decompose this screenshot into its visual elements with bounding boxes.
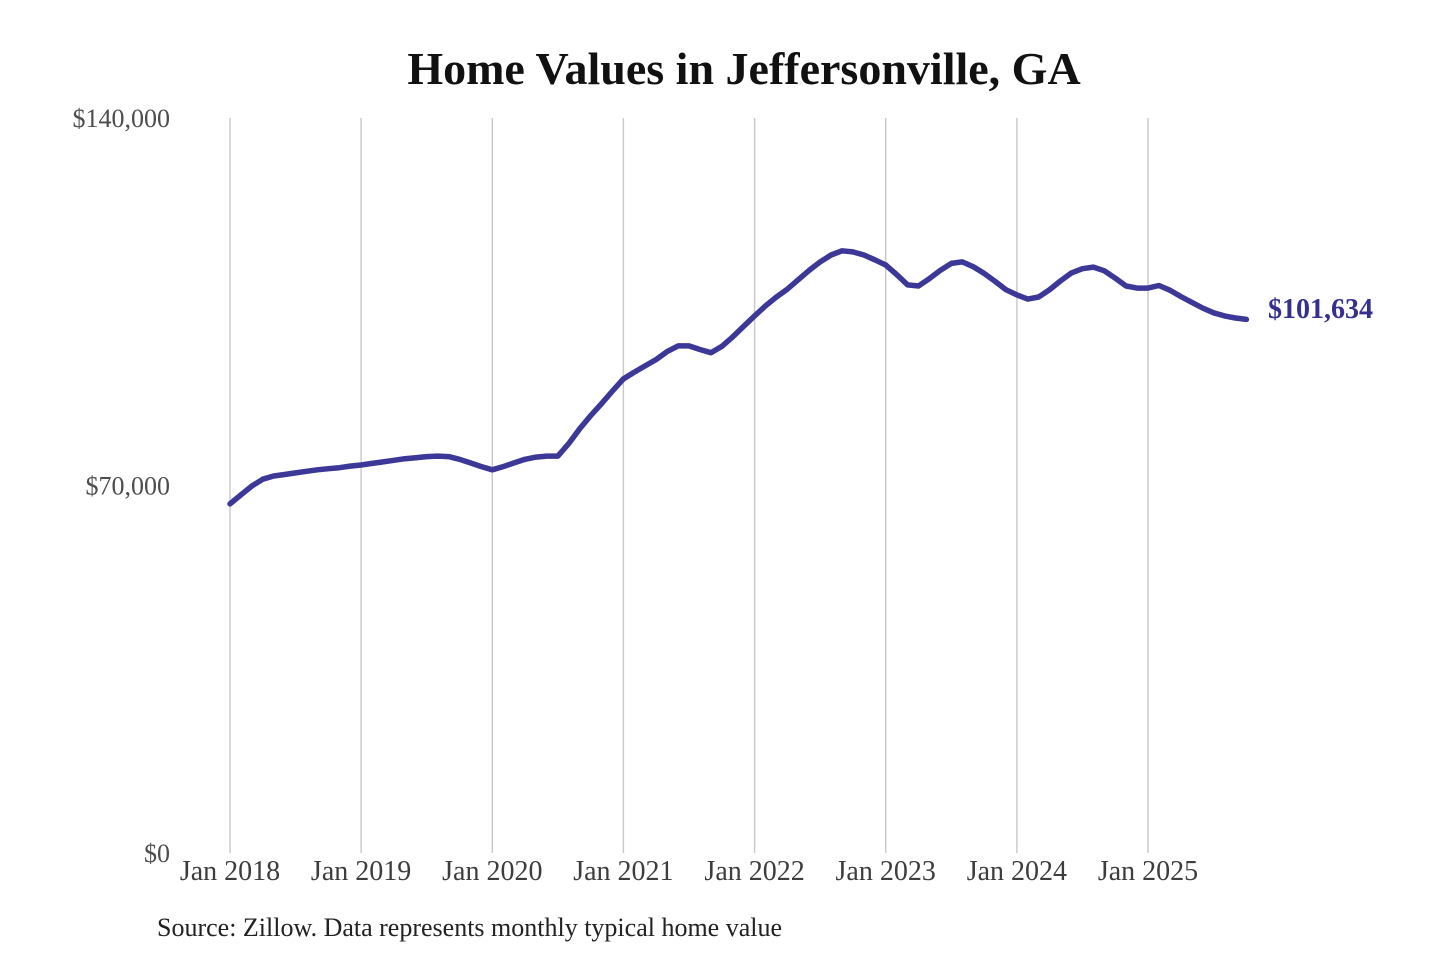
- y-axis-tick-label: $70,000: [86, 472, 171, 501]
- x-axis-tick-label: Jan 2024: [967, 856, 1067, 887]
- y-axis-tick-label: $0: [144, 839, 170, 868]
- x-axis-tick-label: Jan 2018: [180, 856, 280, 887]
- final-value-label: $101,634: [1268, 294, 1373, 325]
- chart-title: Home Values in Jeffersonville, GA: [407, 43, 1081, 94]
- source-note: Source: Zillow. Data represents monthly …: [157, 913, 783, 942]
- home-value-series-line: [227, 248, 1250, 507]
- x-axis-tick-label: Jan 2019: [311, 856, 411, 887]
- x-axis-tick-label: Jan 2025: [1098, 856, 1198, 887]
- y-axis-tick-label: $140,000: [73, 104, 171, 133]
- x-axis-tick-label: Jan 2020: [442, 856, 542, 887]
- x-axis-tick-label: Jan 2021: [573, 856, 673, 887]
- x-axis-tick-label: Jan 2022: [704, 856, 804, 887]
- x-axis-tick-label: Jan 2023: [836, 856, 936, 887]
